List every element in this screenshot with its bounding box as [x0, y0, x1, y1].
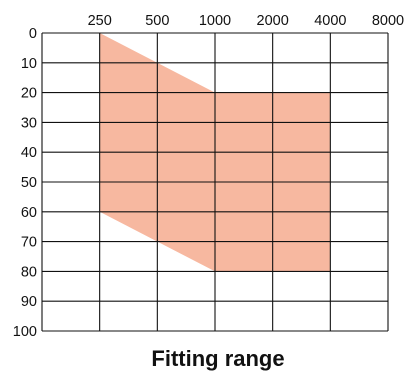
x-tick-label: 1000	[199, 13, 231, 29]
y-tick-label: 80	[21, 264, 37, 280]
y-tick-label: 40	[21, 145, 37, 161]
y-tick-label: 100	[13, 324, 37, 340]
x-tick-label: 2000	[257, 13, 289, 29]
y-tick-label: 20	[21, 86, 37, 102]
x-tick-label: 250	[88, 13, 112, 29]
y-tick-label: 50	[21, 175, 37, 191]
x-tick-labels: 250 500 1000 2000 4000 8000	[88, 13, 405, 29]
y-tick-label: 10	[21, 56, 37, 72]
grid-layer	[41, 32, 389, 332]
x-tick-label: 4000	[314, 13, 346, 29]
chart-title: Fitting range	[151, 346, 284, 371]
y-tick-label: 0	[29, 26, 37, 42]
y-tick-label: 30	[21, 115, 37, 131]
y-tick-label: 70	[21, 235, 37, 251]
y-tick-label: 60	[21, 205, 37, 221]
y-tick-labels: 0 10 20 30 40 50 60 70 80 90 100	[13, 26, 37, 340]
x-tick-label: 500	[145, 13, 169, 29]
x-tick-label: 8000	[372, 13, 404, 29]
y-tick-label: 90	[21, 294, 37, 310]
